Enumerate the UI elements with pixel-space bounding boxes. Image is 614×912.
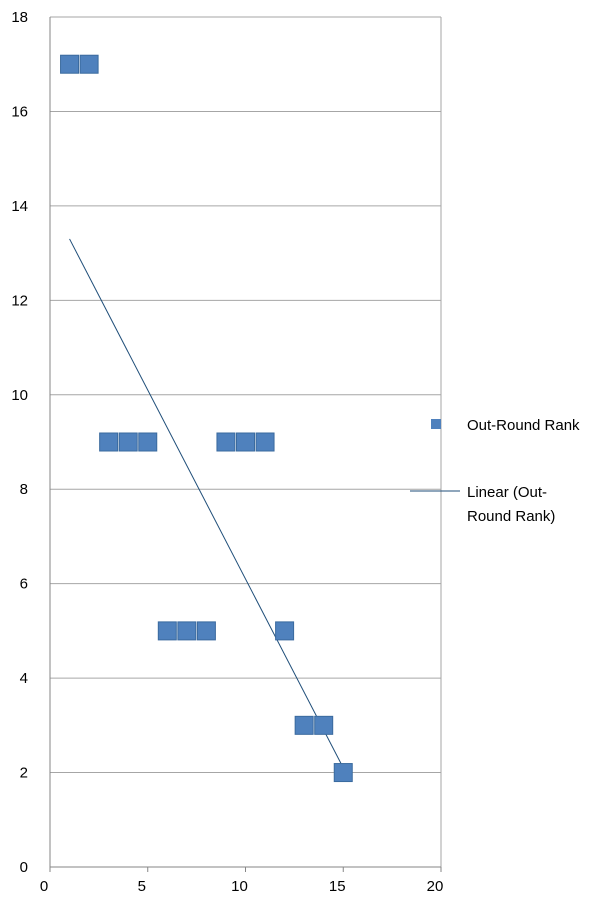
trendline-linear <box>69 238 344 769</box>
y-tick-label-2: 2 <box>20 765 28 782</box>
x-tick-labels: 0 5 10 15 20 <box>40 878 444 895</box>
y-tick-label-12: 12 <box>11 292 28 309</box>
y-tick-labels: 0 2 4 6 8 10 12 14 16 18 <box>11 9 28 876</box>
legend-label-out-round-rank: Out-Round Rank <box>467 417 580 434</box>
y-tick-label-0: 0 <box>20 859 28 876</box>
data-point-0 <box>60 54 80 74</box>
legend-label-linear-line2: Round Rank) <box>467 508 555 525</box>
x-tick-label-5: 5 <box>138 878 146 895</box>
legend: Out-Round Rank Linear (Out- Round Rank) <box>410 417 580 525</box>
data-point-3 <box>118 432 138 452</box>
data-point-9 <box>236 432 255 452</box>
data-point-8 <box>216 432 236 452</box>
y-tick-label-10: 10 <box>11 387 28 404</box>
y-tick-label-4: 4 <box>20 670 28 687</box>
data-point-6 <box>177 621 197 641</box>
data-point-5 <box>157 621 177 641</box>
legend-marker-out-round-rank <box>431 419 441 429</box>
data-point-14 <box>333 763 353 783</box>
y-tick-label-6: 6 <box>20 576 28 593</box>
data-point-4 <box>138 432 158 452</box>
data-point-1 <box>79 54 99 74</box>
gridlines <box>50 16 441 774</box>
y-tick-label-16: 16 <box>11 103 28 120</box>
data-point-2 <box>99 432 119 452</box>
legend-label-linear-line1: Linear (Out- <box>467 484 547 501</box>
data-point-7 <box>196 621 216 641</box>
data-point-11 <box>275 621 295 641</box>
x-tick-label-0: 0 <box>40 878 48 895</box>
data-point-10 <box>255 432 275 452</box>
y-tick-label-14: 14 <box>11 198 28 215</box>
x-tick-label-20: 20 <box>427 878 444 895</box>
data-points <box>60 54 353 783</box>
x-tick-label-10: 10 <box>231 878 248 895</box>
data-point-13 <box>314 715 334 735</box>
y-tick-label-18: 18 <box>11 9 28 26</box>
trendline-layer <box>69 238 344 769</box>
y-tick-label-8: 8 <box>20 481 28 498</box>
data-point-12 <box>294 715 314 735</box>
x-tick-label-15: 15 <box>329 878 346 895</box>
axes <box>49 17 442 872</box>
